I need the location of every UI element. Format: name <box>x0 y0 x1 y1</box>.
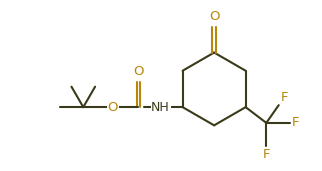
Text: O: O <box>108 101 118 114</box>
Text: F: F <box>262 148 270 161</box>
Text: O: O <box>133 65 144 78</box>
Text: F: F <box>292 116 299 129</box>
Text: F: F <box>281 91 288 104</box>
Text: O: O <box>209 10 219 23</box>
Text: NH: NH <box>151 101 170 114</box>
